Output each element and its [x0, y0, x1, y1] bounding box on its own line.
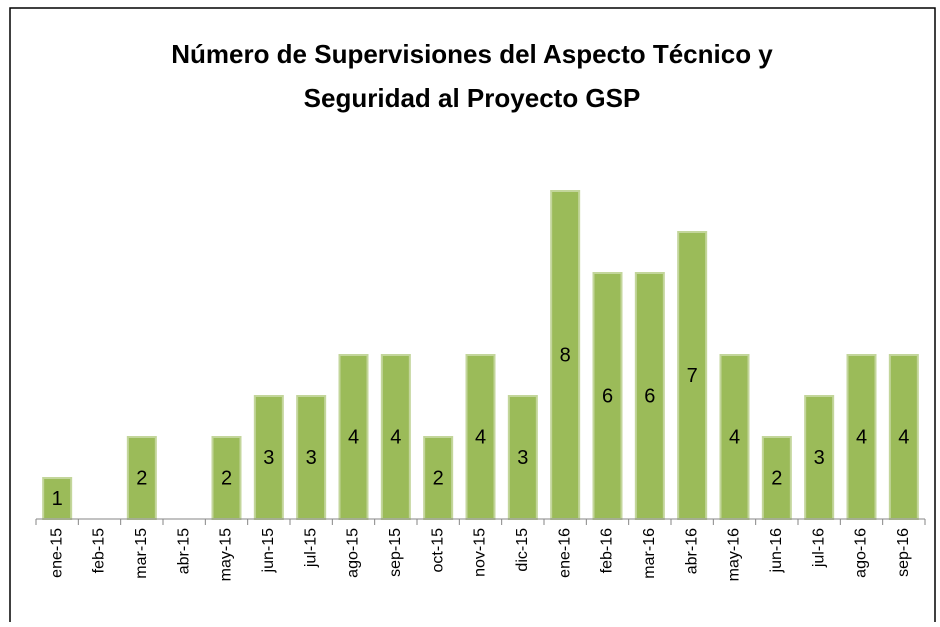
x-tick-label: jul-16 — [810, 528, 827, 568]
bar — [888, 354, 919, 520]
x-tick-label: sep-16 — [895, 528, 912, 577]
data-label: 6 — [602, 385, 613, 407]
bar — [846, 354, 877, 520]
x-tick-label: feb-15 — [91, 528, 108, 573]
x-tick-label: ago-16 — [853, 528, 870, 578]
data-label: 2 — [433, 467, 444, 489]
data-label: 4 — [348, 426, 359, 448]
x-tick-label: jun-16 — [768, 528, 785, 574]
data-label: 4 — [729, 426, 740, 448]
data-label: 2 — [136, 467, 147, 489]
bar — [296, 395, 327, 520]
x-tick-label: dic-15 — [514, 528, 531, 572]
bar — [211, 436, 242, 520]
bar — [677, 231, 708, 520]
data-label: 7 — [687, 365, 698, 387]
chart-title: Seguridad al Proyecto GSP — [304, 83, 641, 113]
chart-border — [9, 7, 936, 627]
x-tick-label: mar-16 — [641, 528, 658, 579]
bar — [338, 354, 369, 520]
data-label: 6 — [644, 385, 655, 407]
data-label: 2 — [771, 467, 782, 489]
data-label: 8 — [560, 344, 571, 366]
data-label: 2 — [221, 467, 232, 489]
bar — [804, 395, 835, 520]
bar — [42, 477, 73, 520]
x-tick-label: sep-15 — [387, 528, 404, 577]
data-label: 4 — [475, 426, 486, 448]
x-tick-label: may-15 — [218, 528, 235, 581]
x-tick-label: mar-15 — [133, 528, 150, 579]
bar — [550, 190, 581, 520]
x-tick-label: jun-15 — [260, 528, 277, 574]
data-label: 1 — [52, 488, 63, 510]
data-label: 4 — [856, 426, 867, 448]
data-label: 3 — [306, 447, 317, 469]
x-tick-label: ago-15 — [345, 528, 362, 578]
x-tick-label: abr-15 — [175, 528, 192, 574]
x-tick-label: abr-16 — [683, 528, 700, 574]
chart-title: Número de Supervisiones del Aspecto Técn… — [171, 39, 773, 69]
x-tick-label: jul-15 — [302, 528, 319, 568]
data-label: 3 — [517, 447, 528, 469]
bar — [380, 354, 411, 520]
bar — [465, 354, 496, 520]
data-label: 4 — [390, 426, 401, 448]
bar — [761, 436, 792, 520]
x-tick-label: oct-15 — [429, 528, 446, 573]
x-tick-label: feb-16 — [599, 528, 616, 573]
x-tick-label: ene-15 — [48, 528, 65, 578]
x-tick-label: nov-15 — [472, 528, 489, 577]
bar — [592, 272, 623, 520]
bar — [507, 395, 538, 520]
x-tick-label: ene-16 — [556, 528, 573, 578]
data-label: 3 — [263, 447, 274, 469]
data-label: 4 — [898, 426, 909, 448]
bar — [423, 436, 454, 520]
x-tick-label: may-16 — [726, 528, 743, 581]
data-label: 3 — [814, 447, 825, 469]
